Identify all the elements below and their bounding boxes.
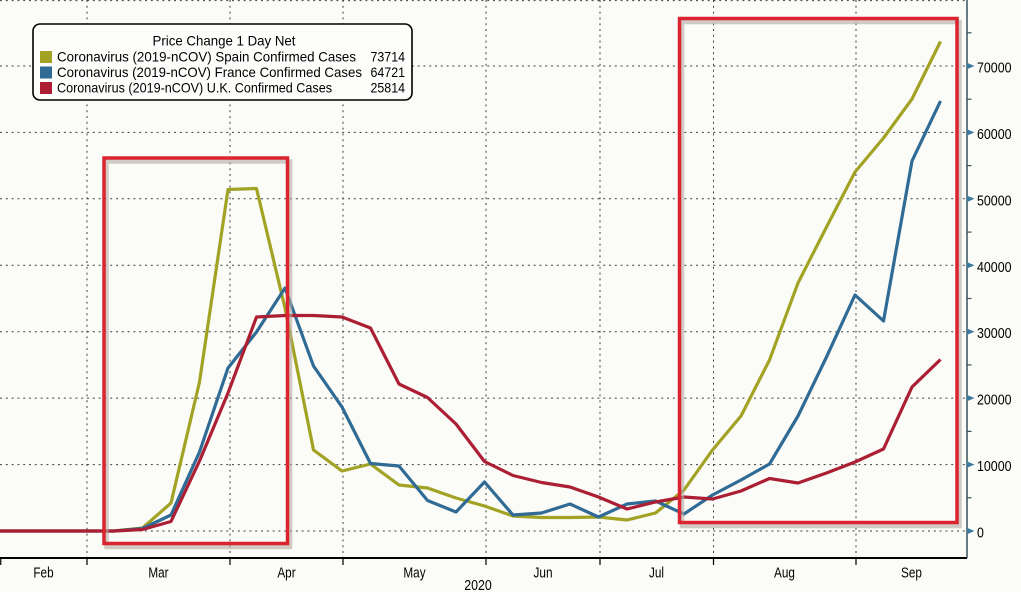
svg-text:Apr: Apr — [277, 566, 295, 582]
svg-text:Aug: Aug — [774, 566, 795, 582]
svg-text:0: 0 — [977, 526, 984, 542]
svg-text:64721: 64721 — [371, 64, 406, 80]
svg-text:25814: 25814 — [371, 80, 406, 96]
svg-text:73714: 73714 — [371, 49, 406, 65]
svg-text:20000: 20000 — [977, 393, 1012, 409]
svg-text:2020: 2020 — [464, 578, 492, 592]
svg-text:Coronavirus (2019-nCOV) Spain: Coronavirus (2019-nCOV) Spain Confirmed … — [57, 49, 356, 65]
svg-text:Price Change 1 Day Net: Price Change 1 Day Net — [153, 33, 296, 49]
svg-text:60000: 60000 — [977, 127, 1012, 143]
svg-text:Coronavirus (2019-nCOV) U.K. C: Coronavirus (2019-nCOV) U.K. Confirmed C… — [57, 80, 332, 96]
svg-text:10000: 10000 — [977, 459, 1012, 475]
svg-text:50000: 50000 — [977, 193, 1012, 209]
svg-text:40000: 40000 — [977, 260, 1012, 276]
svg-text:Coronavirus (2019-nCOV) France: Coronavirus (2019-nCOV) France Confirmed… — [57, 64, 362, 80]
svg-text:Jul: Jul — [649, 566, 664, 582]
svg-text:May: May — [403, 566, 426, 582]
svg-text:30000: 30000 — [977, 326, 1012, 342]
svg-text:Sep: Sep — [901, 566, 922, 582]
svg-text:Jun: Jun — [534, 566, 553, 582]
svg-text:70000: 70000 — [977, 61, 1012, 77]
svg-text:Mar: Mar — [148, 566, 168, 582]
svg-text:Feb: Feb — [33, 566, 53, 582]
